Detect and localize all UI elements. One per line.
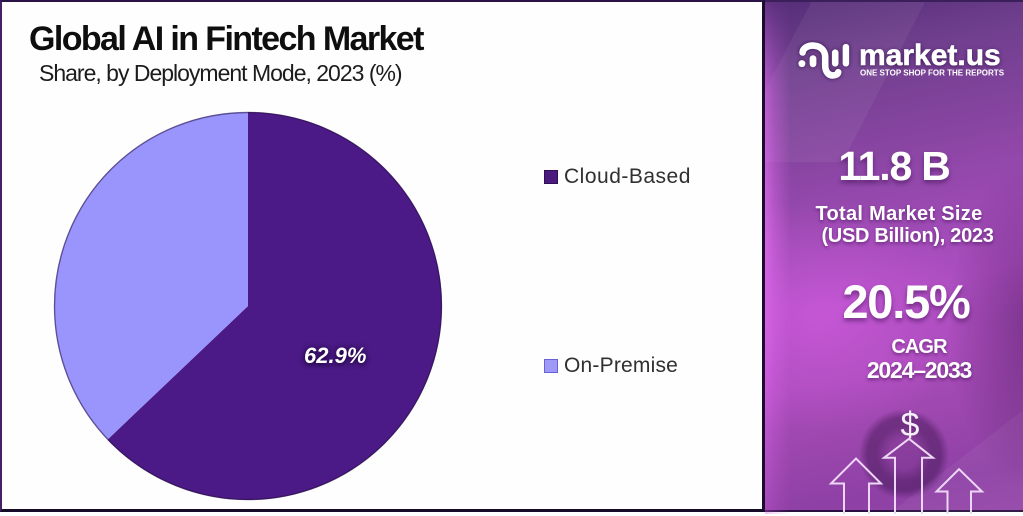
svg-text:ONE STOP SHOP FOR THE REPORTS: ONE STOP SHOP FOR THE REPORTS (860, 69, 1005, 78)
svg-text:market.us: market.us (859, 40, 1001, 72)
